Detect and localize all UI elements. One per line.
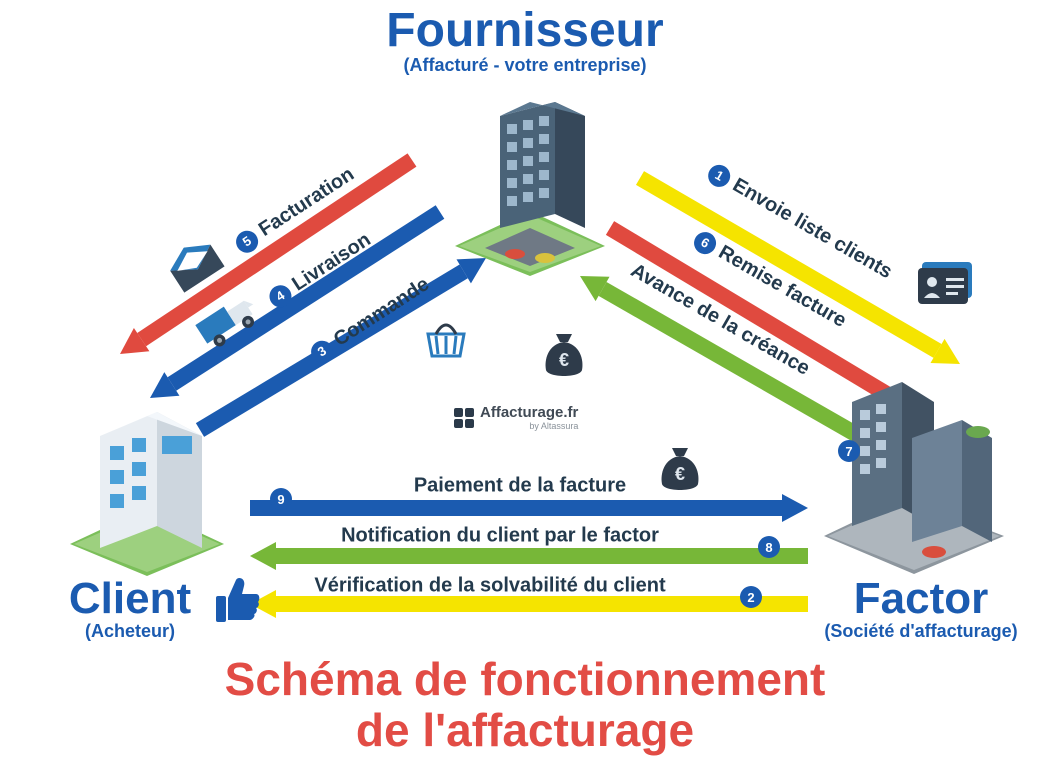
step-badge-7: 7 — [838, 440, 860, 462]
step-badge-9: 9 — [270, 488, 292, 510]
brand-sub: by Altassura — [480, 421, 578, 431]
shopping-basket-icon — [422, 316, 470, 365]
svg-text:€: € — [675, 464, 685, 484]
step-badge-8: 8 — [758, 536, 780, 558]
thumbs-up-icon — [212, 574, 262, 631]
id-card-icon — [918, 258, 976, 311]
svg-text:€: € — [559, 350, 569, 370]
client-title: Client — [40, 576, 220, 622]
diagram-title-line2: de l'affacturage — [0, 705, 1050, 756]
client-subtitle: (Acheteur) — [40, 622, 220, 641]
fournisseur-title: Fournisseur — [330, 6, 720, 56]
brand-logo: Affacturage.fr by Altassura — [454, 404, 578, 431]
flow-label-2: Vérification de la solvabilité du client — [314, 575, 665, 598]
factor-title: Factor — [806, 576, 1036, 622]
factor-label: Factor (Société d'affacturage) — [806, 576, 1036, 641]
flow-arrow-9 — [250, 494, 808, 522]
flow-label-text-9: Paiement de la facture — [414, 475, 626, 498]
fournisseur-subtitle: (Affacturé - votre entreprise) — [330, 56, 720, 75]
money-bag-icon-2: € — [656, 440, 704, 499]
step-badge-2: 2 — [740, 586, 762, 608]
diagram-title-line1: Schéma de fonctionnement — [0, 654, 1050, 705]
flow-label-text-8: Notification du client par le factor — [341, 525, 659, 548]
money-bag-icon-1: € — [540, 326, 588, 385]
client-building — [62, 396, 232, 581]
fournisseur-building — [445, 96, 615, 281]
factor-subtitle: (Société d'affacturage) — [806, 622, 1036, 641]
diagram-title: Schéma de fonctionnement de l'affacturag… — [0, 654, 1050, 755]
flow-label-text-2: Vérification de la solvabilité du client — [314, 575, 665, 598]
factor-building — [814, 376, 1014, 581]
flow-label-9: Paiement de la facture — [414, 475, 626, 498]
client-label: Client (Acheteur) — [40, 576, 220, 641]
fournisseur-label: Fournisseur (Affacturé - votre entrepris… — [330, 6, 720, 75]
flow-label-8: Notification du client par le factor — [341, 525, 659, 548]
brand-text: Affacturage.fr — [480, 404, 578, 421]
